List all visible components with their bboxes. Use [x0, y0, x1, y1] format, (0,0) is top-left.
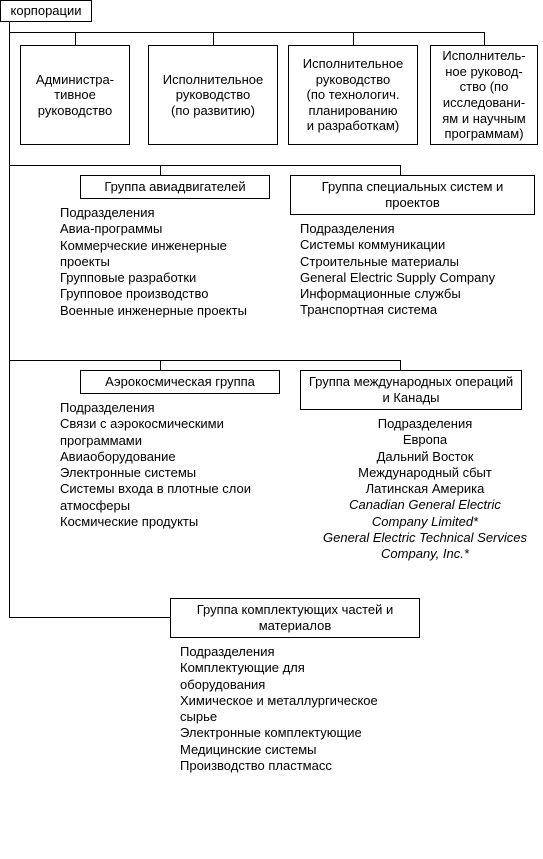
list-item: Международный сбыт	[320, 465, 530, 481]
list-item: Космические продукты	[60, 514, 290, 530]
connector-line	[160, 360, 161, 370]
connector-line	[75, 32, 76, 45]
group-text-g2: ПодразделенияСистемы коммуникацииСтроите…	[300, 221, 530, 319]
list-item: Авиаоборудование	[60, 449, 290, 465]
list-item: Системы коммуникации	[300, 237, 530, 253]
list-item: Групповые разработки	[60, 270, 280, 286]
list-item: Электронные системы	[60, 465, 290, 481]
list-item: Дальний Восток	[320, 449, 530, 465]
group-title-g3: Аэрокосмическая группа	[80, 370, 280, 394]
level1-exec-research: Исполнитель- ное руковод- ство (по иссле…	[430, 45, 538, 145]
group-text-g4: ПодразделенияЕвропаДальний ВостокМеждуна…	[320, 416, 530, 562]
level1-admin: Администра- тивное руководство	[20, 45, 130, 145]
group-title-g4: Группа международных операций и Канады	[300, 370, 522, 410]
connector-line	[160, 165, 161, 175]
list-item: General Electric Technical Services Comp…	[320, 530, 530, 563]
list-item: Электронные комплектующие	[180, 725, 390, 741]
level1-exec-tech: Исполнительное руководство (по технологи…	[288, 45, 418, 145]
group-text-g1: ПодразделенияАвиа-программыКоммерческие …	[60, 205, 280, 319]
level1-exec-dev: Исполнительное руководство (по развитию)	[148, 45, 278, 145]
list-item: Групповое производство	[60, 286, 280, 302]
connector-line	[213, 32, 214, 45]
connector-line	[484, 32, 485, 45]
list-item: Производство пластмасс	[180, 758, 390, 774]
list-item: Строительные материалы	[300, 254, 530, 270]
list-item: Химическое и металлургическое сырье	[180, 693, 390, 726]
connector-line	[9, 360, 400, 361]
list-item: Подразделения	[300, 221, 530, 237]
group-title-g2: Группа специальных систем и проектов	[290, 175, 535, 215]
list-item: Комплектующие для оборудования	[180, 660, 390, 693]
group-text-g5: ПодразделенияКомплектующие для оборудова…	[180, 644, 390, 774]
connector-line	[353, 32, 354, 45]
group-title-g1: Группа авиадвигателей	[80, 175, 270, 199]
list-item: Медицинские системы	[180, 742, 390, 758]
list-item: Подразделения	[180, 644, 390, 660]
list-item: Подразделения	[60, 400, 290, 416]
list-item: Системы входа в плотные слои атмосферы	[60, 481, 290, 514]
connector-line	[9, 165, 400, 166]
list-item: Европа	[320, 432, 530, 448]
group-text-g3: ПодразделенияСвязи с аэрокосмическими пр…	[60, 400, 290, 530]
list-item: Подразделения	[60, 205, 280, 221]
group-title-g5: Группа комплектующих частей и материалов	[170, 598, 420, 638]
connector-line	[9, 22, 10, 617]
list-item: Коммерческие инженерные проекты	[60, 238, 280, 271]
list-item: Информационные службы	[300, 286, 530, 302]
list-item: General Electric Supply Company	[300, 270, 530, 286]
connector-line	[400, 360, 401, 370]
root-box: корпорации	[0, 0, 92, 22]
list-item: Латинская Америка	[320, 481, 530, 497]
connector-line	[400, 165, 401, 175]
list-item: Авиа-программы	[60, 221, 280, 237]
list-item: Связи с аэрокосмическими программами	[60, 416, 290, 449]
list-item: Транспортная система	[300, 302, 530, 318]
connector-line	[9, 32, 484, 33]
connector-line	[9, 617, 170, 618]
list-item: Подразделения	[320, 416, 530, 432]
list-item: Военные инженерные проекты	[60, 303, 280, 319]
list-item: Canadian General Electric Company Limite…	[320, 497, 530, 530]
